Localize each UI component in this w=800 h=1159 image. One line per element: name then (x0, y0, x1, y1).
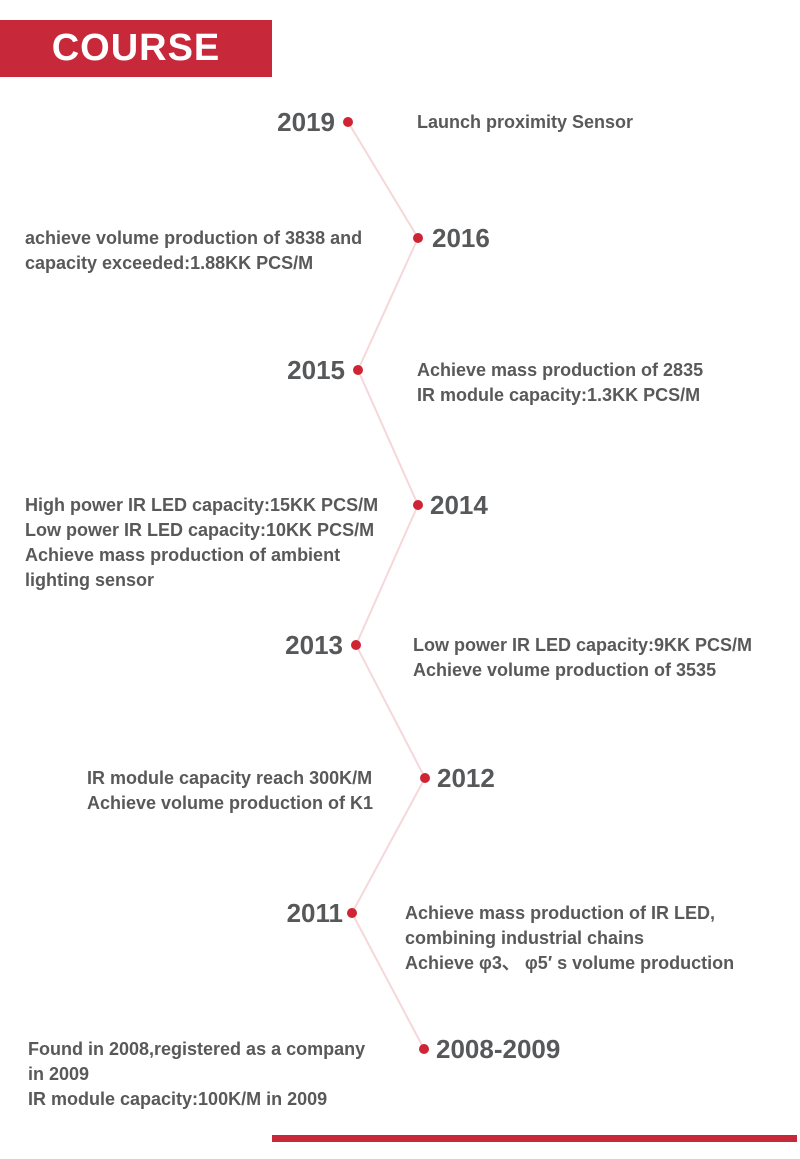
milestone-text-2016: achieve volume production of 3838 and ca… (25, 226, 362, 276)
milestone-line: in 2009 (28, 1064, 90, 1084)
milestone-line: IR module capacity reach 300K/M (87, 768, 373, 788)
bottom-accent-bar (272, 1135, 797, 1142)
milestone-line: Low power IR LED capacity:10KK PCS/M (25, 520, 375, 540)
year-label-2014: 2014 (430, 490, 488, 520)
milestone-line: capacity exceeded:1.88KK PCS/M (25, 253, 314, 273)
milestone-text-2008-2009: Found in 2008,registered as a company in… (28, 1037, 365, 1112)
year-label-2008-2009: 2008-2009 (436, 1034, 561, 1064)
milestone-text-2013: Low power IR LED capacity:9KK PCS/M Achi… (413, 633, 752, 683)
year-label-2012: 2012 (437, 763, 495, 793)
timeline-dot-2011 (347, 908, 357, 918)
milestone-line: Achieve mass production of IR LED, (405, 903, 716, 923)
milestone-line: Found in 2008,registered as a company (28, 1039, 366, 1059)
milestone-text-2015: Achieve mass production of 2835 IR modul… (417, 358, 703, 408)
milestone-line: Launch proximity Sensor (417, 112, 634, 132)
milestone-line: achieve volume production of 3838 and (25, 228, 363, 248)
year-label-2019: 2019 (277, 107, 335, 137)
timeline-dot-2019 (343, 117, 353, 127)
year-label-2011: 2011 (286, 898, 343, 928)
timeline-dot-2016 (413, 233, 423, 243)
milestone-line: Achieve φ3、 φ5′ s volume production (405, 953, 735, 973)
year-label-2015: 2015 (287, 355, 345, 385)
milestone-text-2011: Achieve mass production of IR LED, combi… (405, 901, 734, 976)
timeline-dot-2012 (420, 773, 430, 783)
year-label-2013: 2013 (285, 630, 343, 660)
milestone-line: lighting sensor (25, 570, 155, 590)
milestone-line: Achieve mass production of ambient (25, 545, 341, 565)
milestone-text-2014: High power IR LED capacity:15KK PCS/M Lo… (25, 493, 378, 593)
page-title: COURSE (51, 27, 221, 69)
year-label-2016: 2016 (432, 223, 490, 253)
course-banner: COURSE (0, 20, 272, 77)
timeline-dot-2014 (413, 500, 423, 510)
milestone-line: Achieve volume production of 3535 (413, 660, 717, 680)
milestone-line: Achieve volume production of K1 (87, 793, 374, 813)
timeline-dot-2008-2009 (419, 1044, 429, 1054)
milestone-text-2012: IR module capacity reach 300K/M Achieve … (87, 766, 373, 816)
milestone-line: Low power IR LED capacity:9KK PCS/M (413, 635, 753, 655)
timeline-dot-2015 (353, 365, 363, 375)
milestone-line: High power IR LED capacity:15KK PCS/M (25, 495, 379, 515)
milestone-text-2019: Launch proximity Sensor (417, 110, 633, 135)
milestone-line: IR module capacity:100K/M in 2009 (28, 1089, 328, 1109)
milestone-line: IR module capacity:1.3KK PCS/M (417, 385, 701, 405)
milestone-line: Achieve mass production of 2835 (417, 360, 704, 380)
timeline-dot-2013 (351, 640, 361, 650)
milestone-line: combining industrial chains (405, 928, 645, 948)
